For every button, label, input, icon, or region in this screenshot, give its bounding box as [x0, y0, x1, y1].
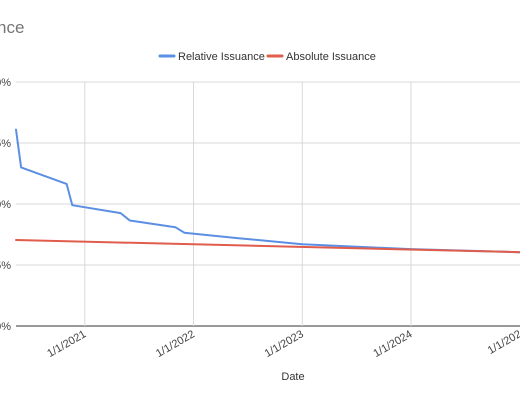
legend-label-relative-issuance: Relative Issuance [178, 51, 265, 63]
x-tick-label: 1/1/2024 [371, 328, 414, 360]
x-tick-label: 1/1/2023 [263, 328, 306, 360]
legend-label-absolute-issuance: Absolute Issuance [286, 51, 376, 63]
x-tick-label: 1/1/2022 [154, 328, 197, 360]
y-axis-ticks: 0% 5% 0% 5% 0% [0, 77, 11, 333]
y-tick-label: 0% [0, 199, 11, 211]
y-tick-label: 0% [0, 321, 11, 333]
legend: Relative Issuance Absolute Issuance [158, 51, 376, 63]
x-tick-label: 1/1/202 [486, 328, 520, 357]
series-lines [15, 128, 520, 254]
x-axis-ticks: 1/1/2021 1/1/2022 1/1/2023 1/1/2024 1/1/202 [45, 328, 520, 360]
gridlines [16, 81, 520, 327]
y-tick-label: 5% [0, 260, 11, 272]
chart-title: nce [0, 18, 24, 37]
x-axis-title: Date [281, 371, 304, 383]
series-line-relative-issuance [15, 128, 520, 254]
series-line-absolute-issuance [15, 239, 520, 254]
x-tick-label: 1/1/2021 [45, 328, 88, 360]
y-tick-label: 5% [0, 138, 11, 150]
y-tick-label: 0% [0, 77, 11, 89]
